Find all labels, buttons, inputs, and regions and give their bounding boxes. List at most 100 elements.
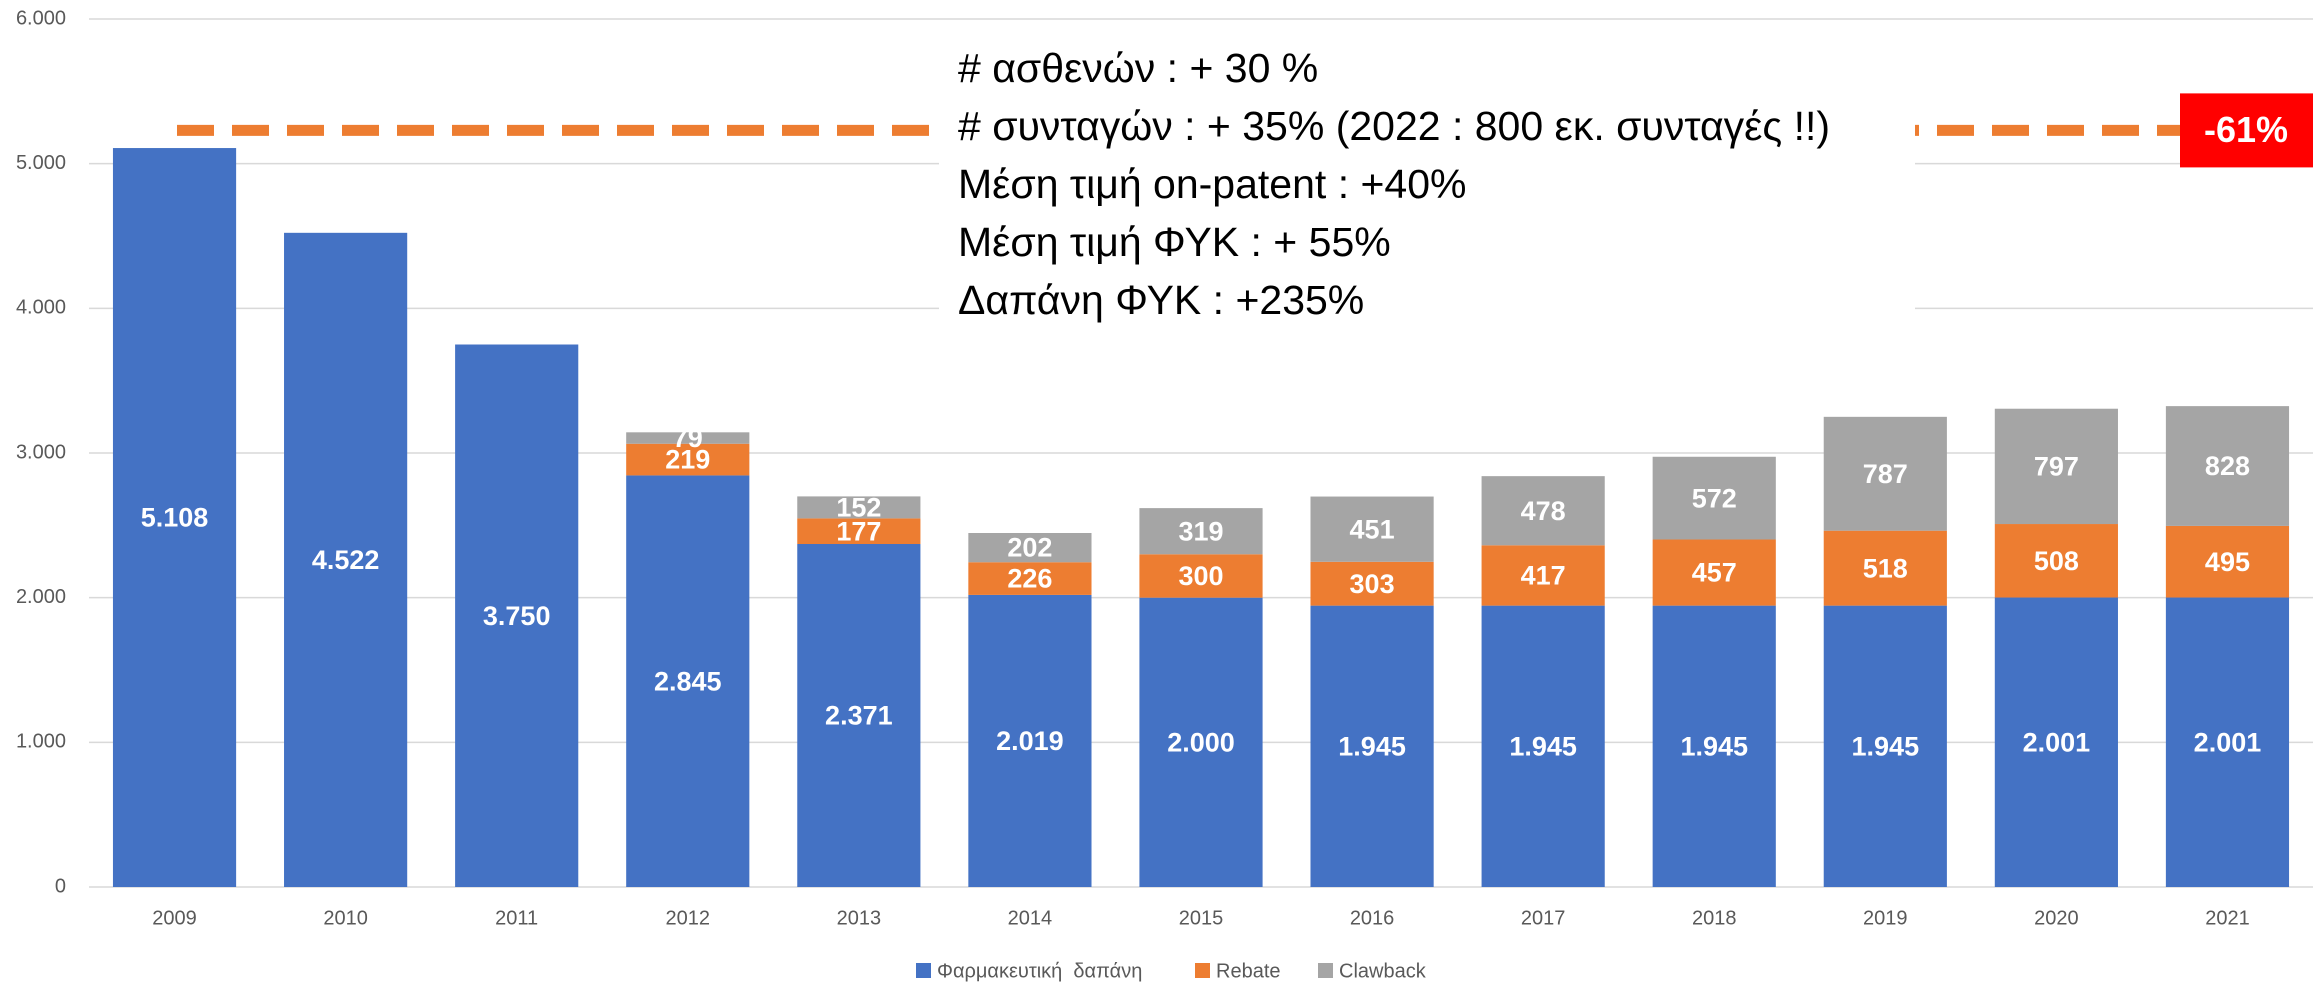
- y-tick-label: 2.000: [16, 586, 66, 608]
- bar-segment: [1310, 496, 1434, 562]
- data-label: 2.371: [825, 701, 893, 731]
- bar-segment: [112, 148, 237, 887]
- x-tick-label: 2017: [1521, 907, 1566, 929]
- annotation: Μέση τιμή ΦΥΚ : + 55%: [958, 219, 1391, 265]
- legend-swatch: [1195, 963, 1210, 978]
- data-label: 1.945: [1680, 731, 1748, 761]
- bar-segment: [1823, 416, 1947, 531]
- x-tick-label: 2020: [2034, 907, 2079, 929]
- bar-segment: [1652, 456, 1776, 540]
- bar-segment: [626, 475, 750, 887]
- legend-swatch: [1318, 963, 1333, 978]
- data-label: 2.001: [2194, 727, 2262, 757]
- annotation-box: [939, 44, 1915, 332]
- data-label: 2.845: [654, 666, 722, 696]
- data-label: 828: [2205, 451, 2250, 481]
- data-label: 417: [1521, 561, 1566, 591]
- data-label: 495: [2205, 547, 2250, 577]
- legend-label: Rebate: [1216, 960, 1281, 982]
- x-tick-label: 2010: [323, 907, 368, 929]
- data-label: 226: [1007, 564, 1052, 594]
- bar-segment: [1481, 476, 1605, 546]
- bar-segment: [2165, 525, 2290, 598]
- bar-segment: [284, 232, 408, 888]
- bar-segment: [1823, 530, 1947, 606]
- bar-segment: [1823, 605, 1947, 887]
- bar-segment: [1481, 605, 1605, 887]
- annotation: # συνταγών : + 35% (2022 : 800 εκ. συντα…: [958, 103, 1830, 149]
- bar-segment: [968, 594, 1092, 887]
- x-tick-label: 2009: [152, 907, 197, 929]
- bar-segment: [626, 432, 750, 444]
- data-label: 219: [665, 445, 710, 475]
- data-label: 177: [836, 516, 881, 546]
- data-label: 303: [1350, 569, 1395, 599]
- data-label: 2.001: [2023, 727, 2091, 757]
- x-tick-label: 2021: [2205, 907, 2250, 929]
- data-label: 451: [1350, 514, 1395, 544]
- data-label: 79: [673, 423, 703, 453]
- x-tick-label: 2014: [1008, 907, 1053, 929]
- x-tick-label: 2011: [495, 907, 538, 929]
- y-tick-label: 3.000: [16, 441, 66, 463]
- data-label: 787: [1863, 459, 1908, 489]
- data-label: 4.522: [312, 545, 380, 575]
- bar-segment: [797, 543, 921, 887]
- y-tick-label: 6.000: [16, 7, 66, 29]
- legend-swatch: [916, 963, 931, 978]
- data-label: 300: [1178, 561, 1223, 591]
- x-tick-label: 2019: [1863, 907, 1908, 929]
- legend-label: Φαρμακευτική δαπάνη: [937, 960, 1142, 982]
- bar-segment: [797, 518, 921, 544]
- bar-segment: [1994, 408, 2118, 525]
- data-label: 319: [1178, 516, 1223, 546]
- data-label: 572: [1692, 483, 1737, 513]
- bar-segment: [968, 562, 1092, 595]
- data-label: 1.945: [1509, 731, 1577, 761]
- data-label: 478: [1521, 496, 1566, 526]
- bar-segment: [1139, 554, 1263, 598]
- x-tick-label: 2012: [666, 907, 711, 929]
- bar-segment: [1994, 597, 2118, 887]
- data-label: 457: [1692, 558, 1737, 588]
- data-label: 508: [2034, 546, 2079, 576]
- y-tick-label: 5.000: [16, 152, 66, 174]
- bar-segment: [2165, 597, 2290, 887]
- bar-segment: [455, 344, 579, 887]
- data-label: 1.945: [1852, 731, 1920, 761]
- x-tick-label: 2013: [837, 907, 882, 929]
- bar-segment: [1310, 561, 1434, 606]
- data-label: 1.945: [1338, 731, 1406, 761]
- data-label: 797: [2034, 452, 2079, 482]
- annotation: Δαπάνη ΦΥΚ : +235%: [958, 277, 1364, 323]
- bar-segment: [968, 533, 1092, 563]
- bar-segment: [2165, 406, 2290, 526]
- bar-segment: [1139, 508, 1263, 555]
- y-tick-label: 0: [55, 875, 66, 897]
- annotation: # ασθενών : + 30 %: [958, 45, 1318, 91]
- data-label: 2.019: [996, 726, 1064, 756]
- data-label: 2.000: [1167, 727, 1235, 757]
- data-label: 3.750: [483, 601, 551, 631]
- data-label: 202: [1007, 533, 1052, 563]
- legend-label: Clawback: [1339, 960, 1427, 982]
- x-tick-label: 2015: [1179, 907, 1224, 929]
- y-tick-label: 1.000: [16, 731, 66, 753]
- bar-segment: [797, 496, 921, 519]
- bar-segment: [1652, 539, 1776, 606]
- x-tick-label: 2016: [1350, 907, 1395, 929]
- bar-segment: [1652, 605, 1776, 887]
- bar-segment: [1139, 597, 1263, 887]
- data-label: 518: [1863, 553, 1908, 583]
- data-label: 152: [836, 493, 881, 523]
- bar-segment: [1994, 524, 2118, 598]
- bar-segment: [1310, 605, 1434, 887]
- reference-label-box: [2180, 93, 2313, 168]
- x-tick-label: 2018: [1692, 907, 1737, 929]
- bar-segment: [626, 443, 750, 476]
- annotation: Μέση τιμή on-patent : +40%: [958, 161, 1466, 207]
- data-label: 5.108: [141, 503, 209, 533]
- bar-segment: [1481, 545, 1605, 606]
